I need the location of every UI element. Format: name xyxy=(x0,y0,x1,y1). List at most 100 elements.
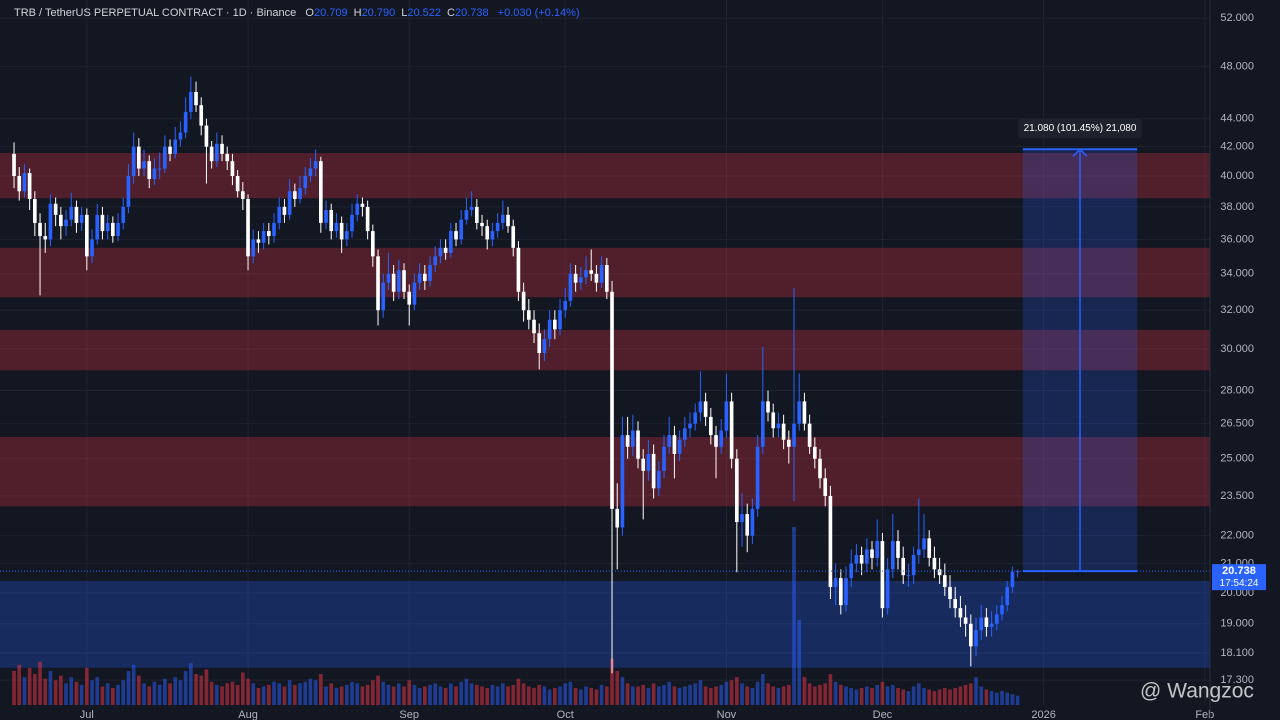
volume-bar xyxy=(615,670,620,705)
candle-body xyxy=(823,478,828,496)
volume-bar xyxy=(152,681,157,705)
volume-bar xyxy=(449,683,453,705)
candle-body xyxy=(126,176,131,207)
volume-bar xyxy=(948,689,952,705)
candle-body xyxy=(553,319,557,330)
candle-body xyxy=(942,575,947,587)
volume-bar xyxy=(771,686,776,705)
candle-body xyxy=(937,569,942,576)
volume-bar xyxy=(173,677,178,705)
volume-bar xyxy=(698,680,703,705)
candle-body xyxy=(542,339,547,354)
volume-bar xyxy=(610,658,614,705)
volume-bar xyxy=(620,677,625,705)
candle-body xyxy=(319,161,323,223)
y-tick-label: 22.000 xyxy=(1220,530,1254,542)
candle-body xyxy=(745,514,750,536)
candle-body xyxy=(324,210,328,223)
volume-bar xyxy=(69,677,74,705)
volume-bar xyxy=(807,683,812,705)
candle-body xyxy=(480,222,484,227)
candle-body xyxy=(547,319,552,340)
volume-bar xyxy=(870,687,874,705)
volume-bar xyxy=(854,689,859,705)
candle-body xyxy=(12,153,16,177)
volume-bar xyxy=(168,683,172,705)
candle-body xyxy=(579,277,583,283)
volume-bar xyxy=(968,683,973,705)
legend-value: 20.790 xyxy=(361,7,396,19)
volume-bar xyxy=(994,692,999,705)
measure-label: 21.080 (101.45%) 21,080 xyxy=(1024,123,1137,134)
volume-bar xyxy=(605,686,609,705)
measure-label-bg xyxy=(1018,118,1143,139)
candle-body xyxy=(194,91,198,106)
zone xyxy=(0,581,1210,668)
volume-bar xyxy=(724,681,729,705)
candle-body xyxy=(59,214,63,227)
candle-body xyxy=(662,446,666,471)
candle-body xyxy=(469,206,474,211)
watermark: @ Wangzoc xyxy=(1140,680,1254,703)
volume-bar xyxy=(984,689,989,705)
candle-body xyxy=(568,273,573,301)
volume-bar xyxy=(828,674,833,705)
volume-bar xyxy=(220,686,224,705)
candle-body xyxy=(589,270,594,274)
volume-bar xyxy=(17,664,22,705)
candle-body xyxy=(464,210,469,220)
candle-body xyxy=(974,630,978,647)
candle-body xyxy=(849,563,854,579)
candle-body xyxy=(33,199,37,223)
legend-value: 20.738 xyxy=(454,7,489,19)
candle-body xyxy=(838,578,843,606)
candle-body xyxy=(693,412,698,424)
volume-bar xyxy=(360,686,365,705)
candle-body xyxy=(298,188,302,200)
candle-body xyxy=(506,214,510,227)
x-tick-label: Dec xyxy=(873,709,893,720)
volume-bar xyxy=(163,678,167,705)
volume-bar xyxy=(740,683,744,705)
volume-bar xyxy=(599,684,604,705)
volume-bar xyxy=(979,686,984,705)
candle-body xyxy=(870,549,874,558)
candle-body xyxy=(137,146,141,169)
candle-body xyxy=(147,161,152,180)
legend-key: C xyxy=(447,7,455,19)
volume-bar xyxy=(896,687,900,705)
candle-body xyxy=(963,617,968,624)
candle-body xyxy=(173,139,178,154)
candle-body xyxy=(100,214,105,232)
volume-bar xyxy=(319,674,323,705)
volume-bar xyxy=(786,684,791,705)
volume-bar xyxy=(469,683,474,705)
y-tick-label: 28.000 xyxy=(1220,384,1254,396)
candle-body xyxy=(381,282,386,311)
candle-body xyxy=(204,125,209,147)
volume-bar xyxy=(937,689,942,705)
candle-body xyxy=(620,435,625,528)
candle-body xyxy=(682,428,687,440)
candle-body xyxy=(734,458,739,523)
candle-body xyxy=(563,300,568,311)
candle-body xyxy=(527,310,531,320)
candle-body xyxy=(792,423,796,447)
candle-body xyxy=(802,401,807,424)
volume-bar xyxy=(111,687,115,705)
candle-body xyxy=(485,226,490,240)
volume-bar xyxy=(922,687,926,705)
candle-body xyxy=(818,458,822,479)
volume-bar xyxy=(100,686,105,705)
candle-body xyxy=(880,541,885,609)
volume-bar xyxy=(792,527,796,705)
legend-key: O xyxy=(305,7,314,19)
candle-body xyxy=(651,453,656,489)
candle-body xyxy=(771,412,776,429)
volume-bar xyxy=(313,680,318,705)
volume-bar xyxy=(381,681,386,705)
y-tick-label: 18.100 xyxy=(1220,647,1254,659)
candle-body xyxy=(69,206,74,220)
candle-body xyxy=(844,578,848,606)
volume-bar xyxy=(734,677,739,705)
